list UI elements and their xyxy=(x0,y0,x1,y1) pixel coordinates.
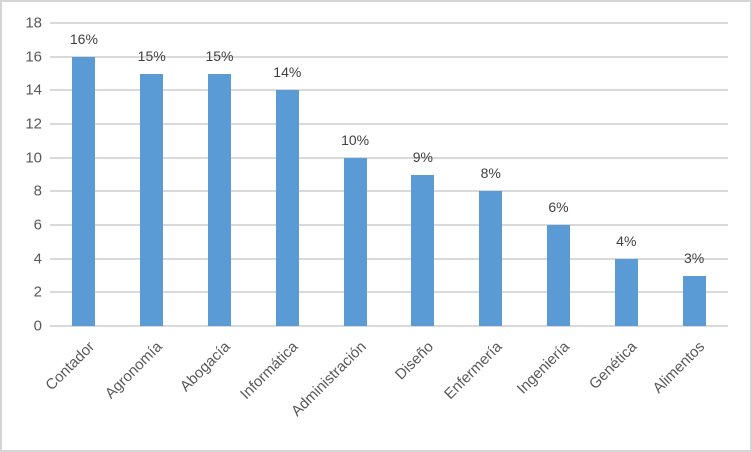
bar-value-label: 14% xyxy=(273,64,302,81)
x-axis-tick-label: Contador xyxy=(42,338,99,394)
y-axis-tick-label: 2 xyxy=(33,283,42,301)
bar xyxy=(547,225,570,326)
gridline xyxy=(50,224,728,226)
bar xyxy=(140,73,164,326)
gridline xyxy=(50,156,728,159)
gridline xyxy=(50,89,728,92)
bar xyxy=(479,191,503,326)
x-axis-tick-label: Agronomía xyxy=(102,338,167,403)
gridline xyxy=(50,55,728,58)
bar-value-label: 4% xyxy=(616,232,637,249)
bar xyxy=(275,90,299,326)
y-axis-tick-label: 6 xyxy=(33,216,42,234)
bar-value-label: 16% xyxy=(69,30,98,47)
bar xyxy=(72,56,96,326)
x-axis-tick-label: Alimentos xyxy=(649,338,709,397)
bar-value-label: 15% xyxy=(137,47,166,64)
bar-value-label: 10% xyxy=(341,131,370,148)
y-axis-tick-label: 12 xyxy=(25,115,42,133)
y-axis-tick-label: 4 xyxy=(33,250,42,268)
x-axis-tick-label: Informática xyxy=(237,338,302,403)
x-axis-tick-label: Diseño xyxy=(392,338,438,384)
bar-value-label: 6% xyxy=(548,199,569,215)
gridline xyxy=(50,22,728,24)
x-axis-tick-label: Enfermería xyxy=(440,338,506,403)
bar xyxy=(411,174,435,326)
y-axis-tick-label: 8 xyxy=(33,182,42,200)
y-axis-tick-label: 18 xyxy=(25,14,42,32)
x-axis-tick-label: Genética xyxy=(586,338,641,393)
bar xyxy=(208,73,231,326)
gridline xyxy=(50,291,728,294)
bar xyxy=(682,275,706,326)
y-axis-tick-label: 10 xyxy=(25,149,42,167)
y-axis-tick-label: 14 xyxy=(25,81,42,99)
y-axis-tick-label: 0 xyxy=(33,317,42,335)
bar-value-label: 3% xyxy=(683,249,705,266)
bar xyxy=(614,258,638,326)
bar-value-label: 15% xyxy=(205,47,234,64)
bar-value-label: 9% xyxy=(412,148,434,165)
gridline xyxy=(50,190,728,193)
x-axis-tick-label: Ingeniería xyxy=(513,338,573,398)
x-axis-tick-label: Abogacía xyxy=(176,338,234,396)
y-axis-tick-label: 16 xyxy=(25,48,42,66)
x-axis-line xyxy=(50,325,728,327)
gridline xyxy=(50,257,728,260)
bar-value-label: 8% xyxy=(480,165,501,182)
bar xyxy=(343,157,367,326)
gridline xyxy=(50,123,728,125)
